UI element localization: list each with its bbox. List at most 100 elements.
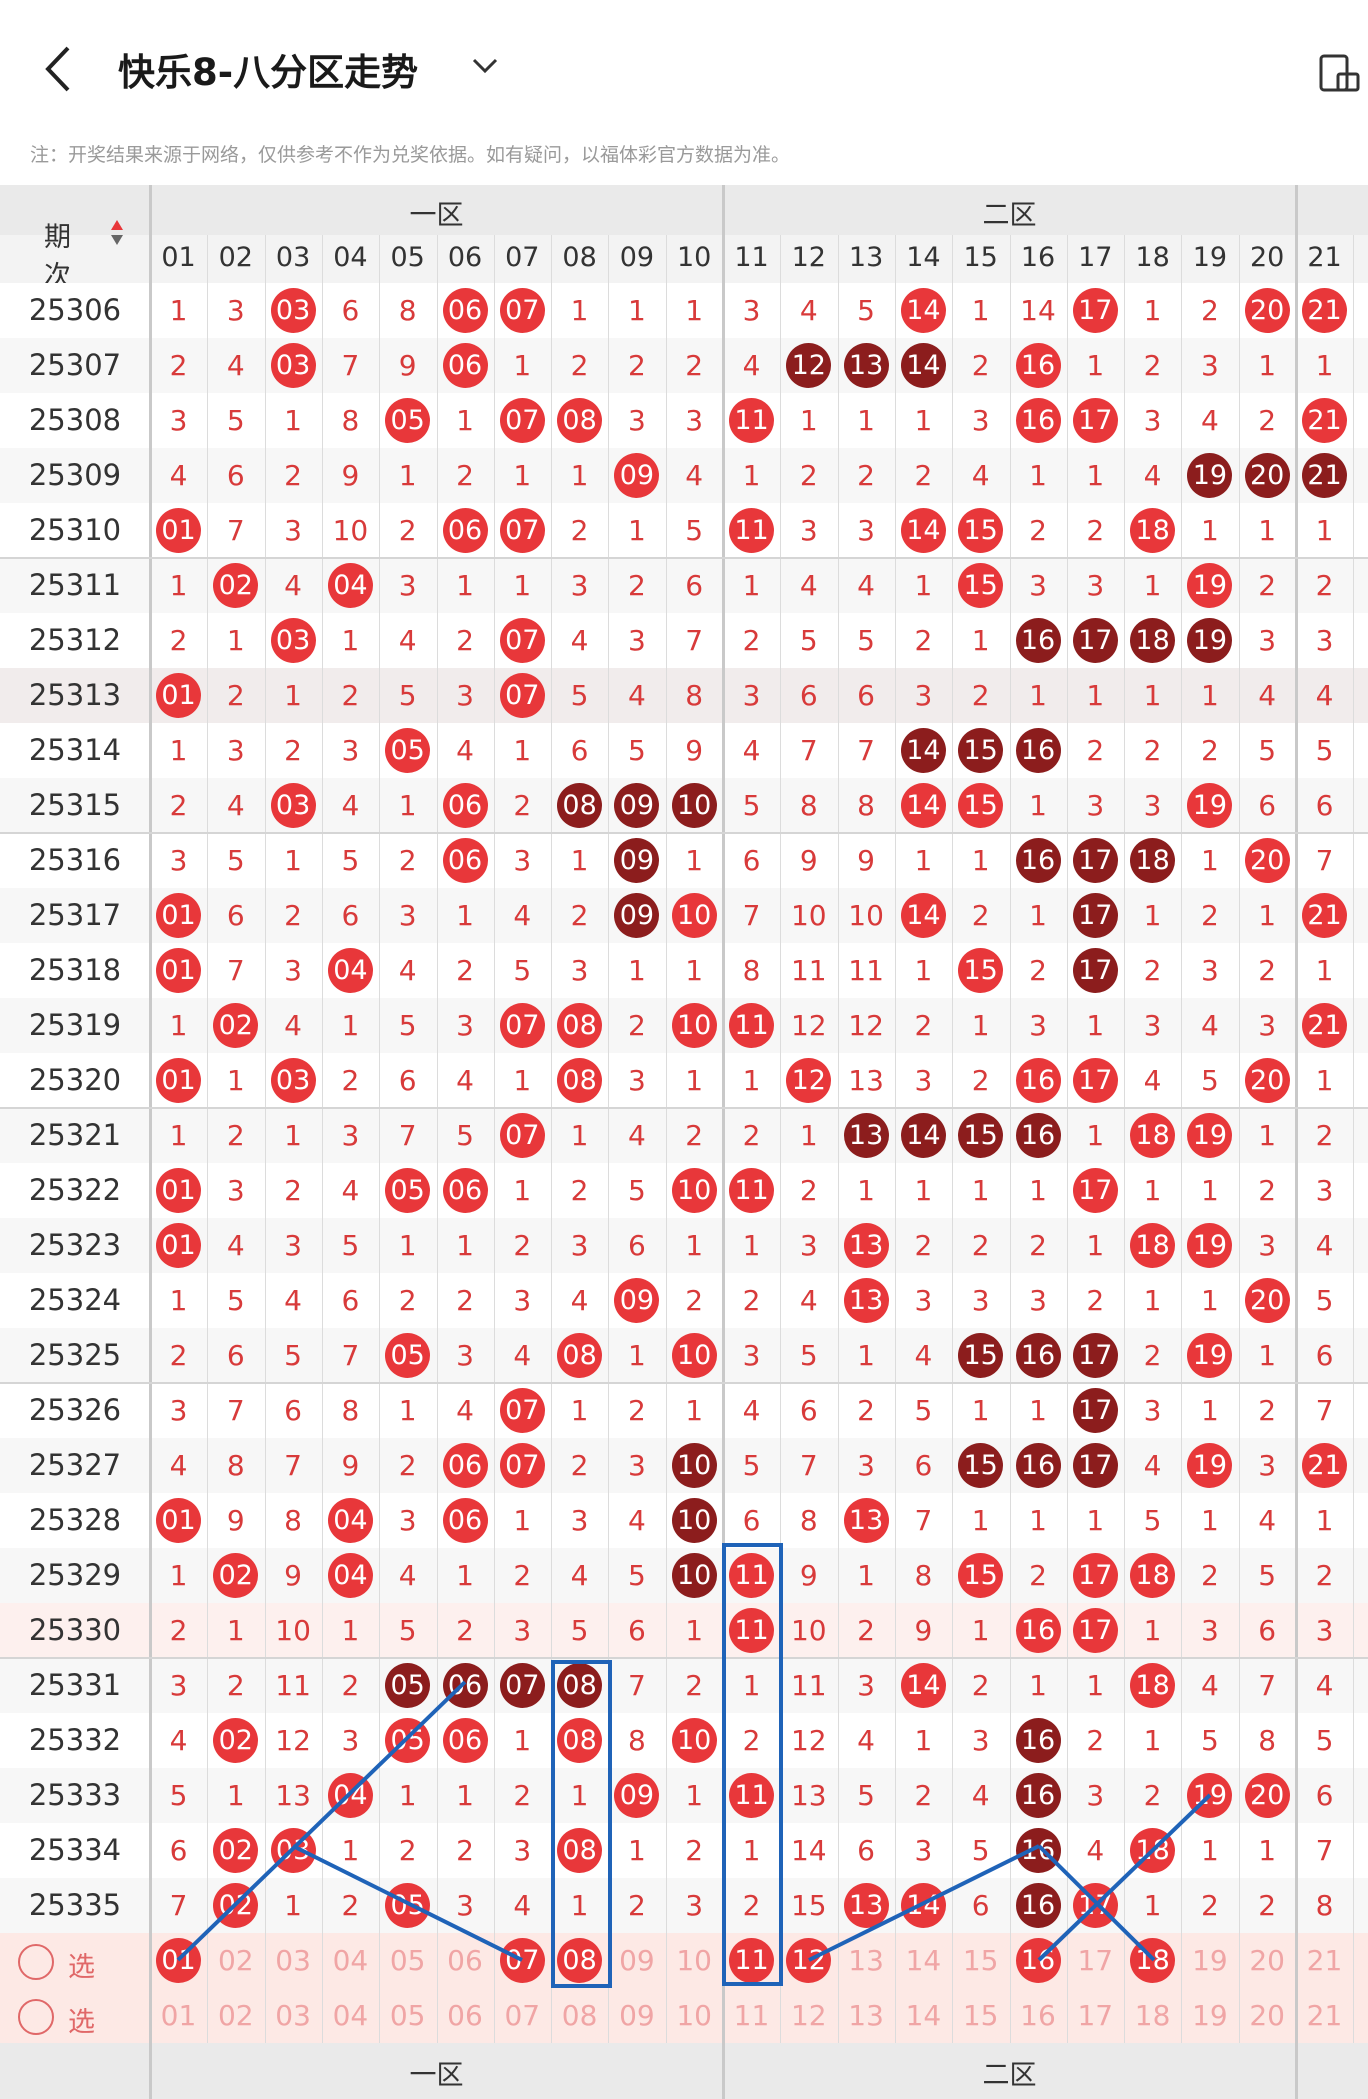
miss-count-cell: 11 — [790, 1669, 827, 1702]
miss-count-cell: 1 — [456, 1559, 474, 1592]
selectable-number[interactable]: 05 — [389, 1944, 426, 1977]
miss-count-cell: 5 — [742, 789, 761, 822]
picked-number-ball[interactable]: 11 — [729, 1938, 774, 1983]
selectable-number[interactable]: 13 — [848, 1944, 884, 1977]
drawn-number-ball: 15 — [958, 563, 1004, 608]
miss-count-cell: 4 — [799, 569, 818, 602]
drawn-number-ball: 17 — [1072, 1058, 1118, 1103]
drawn-number-ball: 08 — [557, 1718, 603, 1763]
drawn-number-ball: 10 — [671, 893, 717, 938]
selectable-number[interactable]: 14 — [905, 1944, 942, 1977]
selectable-number[interactable]: 06 — [447, 1999, 483, 2032]
miss-count-cell: 1 — [685, 1614, 704, 1647]
drawn-number-ball: 17 — [1072, 1168, 1118, 1213]
selectable-number[interactable]: 18 — [1134, 1999, 1171, 2032]
selectable-number[interactable]: 04 — [332, 1999, 369, 2032]
selectable-number[interactable]: 10 — [676, 1944, 712, 1977]
chevron-down-icon[interactable] — [470, 54, 500, 78]
selectable-number[interactable]: 21 — [1306, 1999, 1343, 2032]
picked-number-ball[interactable]: 07 — [499, 1938, 545, 1983]
drawn-number-ball: 06 — [442, 1443, 488, 1488]
miss-count-cell: 1 — [685, 1229, 704, 1262]
selectable-number[interactable]: 03 — [275, 1999, 311, 2032]
miss-count-cell: 2 — [1258, 1394, 1277, 1427]
picked-number-ball[interactable]: 08 — [557, 1938, 603, 1983]
miss-count-cell: 8 — [1258, 1724, 1277, 1757]
selectable-number[interactable]: 08 — [561, 1999, 598, 2032]
selectable-number[interactable]: 21 — [1306, 1944, 1343, 1977]
miss-count-cell: 12 — [790, 1724, 827, 1757]
table-row — [0, 283, 1368, 338]
selectable-number[interactable]: 03 — [275, 1944, 311, 1977]
miss-count-cell: 2 — [1200, 1559, 1219, 1592]
sort-icon[interactable] — [110, 218, 124, 248]
selectable-number[interactable]: 14 — [905, 1999, 942, 2032]
selectable-number[interactable]: 20 — [1249, 1944, 1285, 1977]
page-title[interactable]: 快乐8-八分区走势 — [118, 51, 419, 94]
selectable-number[interactable]: 15 — [962, 1999, 999, 2032]
selectable-number[interactable]: 20 — [1249, 1999, 1285, 2032]
drawn-number-ball: 01 — [156, 673, 201, 718]
selectable-number[interactable]: 15 — [962, 1944, 999, 1977]
miss-count-cell: 2 — [513, 1229, 532, 1262]
miss-count-cell: 5 — [570, 1614, 589, 1647]
miss-count-cell: 1 — [169, 1559, 188, 1592]
picked-number-ball[interactable]: 12 — [786, 1938, 832, 1983]
grid-divider — [551, 235, 553, 2043]
drawn-number-ball: 17 — [1072, 288, 1118, 333]
miss-count-cell: 2 — [742, 624, 761, 657]
miss-count-cell: 1 — [513, 1724, 532, 1757]
period-cell: 25316 — [28, 843, 122, 877]
miss-count-cell: 1 — [1086, 1229, 1105, 1262]
miss-count-cell: 2 — [1143, 1339, 1162, 1372]
selectable-number[interactable]: 01 — [160, 1999, 197, 2032]
selectable-number[interactable]: 17 — [1077, 1999, 1114, 2032]
miss-count-cell: 1 — [1315, 1504, 1334, 1537]
miss-count-cell: 3 — [1086, 569, 1105, 602]
selectable-number[interactable]: 13 — [848, 1999, 884, 2032]
drawn-number-ball: 06 — [442, 1718, 488, 1763]
miss-count-cell: 5 — [341, 844, 360, 877]
drawn-number-ball: 16 — [1015, 398, 1061, 443]
selectable-number[interactable]: 06 — [447, 1944, 483, 1977]
miss-count-cell: 1 — [398, 1229, 417, 1262]
miss-count-cell: 1 — [513, 734, 532, 767]
selectable-number[interactable]: 07 — [504, 1999, 541, 2032]
miss-count-cell: 7 — [226, 954, 245, 987]
select-radio[interactable] — [18, 1944, 54, 1980]
selectable-number[interactable]: 19 — [1192, 1944, 1228, 1977]
miss-count-cell: 2 — [1029, 954, 1047, 987]
table-row — [0, 1383, 1368, 1438]
selectable-number[interactable]: 12 — [790, 1999, 827, 2032]
drawn-number-ball: 01 — [156, 948, 201, 993]
selectable-number[interactable]: 02 — [217, 1999, 254, 2032]
selectable-number[interactable]: 04 — [332, 1944, 369, 1977]
selectable-number[interactable]: 16 — [1020, 1999, 1056, 2032]
period-cell: 25319 — [28, 1008, 122, 1042]
table-row — [0, 338, 1368, 393]
miss-count-cell: 1 — [1086, 349, 1105, 382]
column-header: 05 — [390, 242, 425, 273]
miss-count-cell: 1 — [1029, 899, 1047, 932]
miss-count-cell: 5 — [685, 514, 704, 547]
drawn-number-ball: 13 — [843, 1498, 889, 1543]
column-header: 06 — [447, 242, 483, 273]
miss-count-cell: 5 — [1258, 1559, 1277, 1592]
selectable-number[interactable]: 05 — [389, 1999, 426, 2032]
selectable-number[interactable]: 02 — [217, 1944, 254, 1977]
selectable-number[interactable]: 09 — [619, 1944, 655, 1977]
back-arrow-icon[interactable] — [40, 44, 80, 94]
selectable-number[interactable]: 19 — [1192, 1999, 1228, 2032]
miss-count-cell: 2 — [685, 1669, 704, 1702]
drawn-number-ball: 15 — [958, 1553, 1004, 1598]
column-header: 10 — [677, 242, 712, 273]
drawn-number-ball: 05 — [385, 398, 431, 443]
miss-count-cell: 2 — [742, 1119, 761, 1152]
selectable-number[interactable]: 09 — [619, 1999, 655, 2032]
device-icon[interactable] — [1318, 50, 1364, 96]
select-radio[interactable] — [18, 1999, 54, 2035]
selectable-number[interactable]: 17 — [1077, 1944, 1114, 1977]
miss-count-cell: 1 — [169, 734, 188, 767]
selectable-number[interactable]: 11 — [733, 1999, 770, 2032]
selectable-number[interactable]: 10 — [676, 1999, 712, 2032]
